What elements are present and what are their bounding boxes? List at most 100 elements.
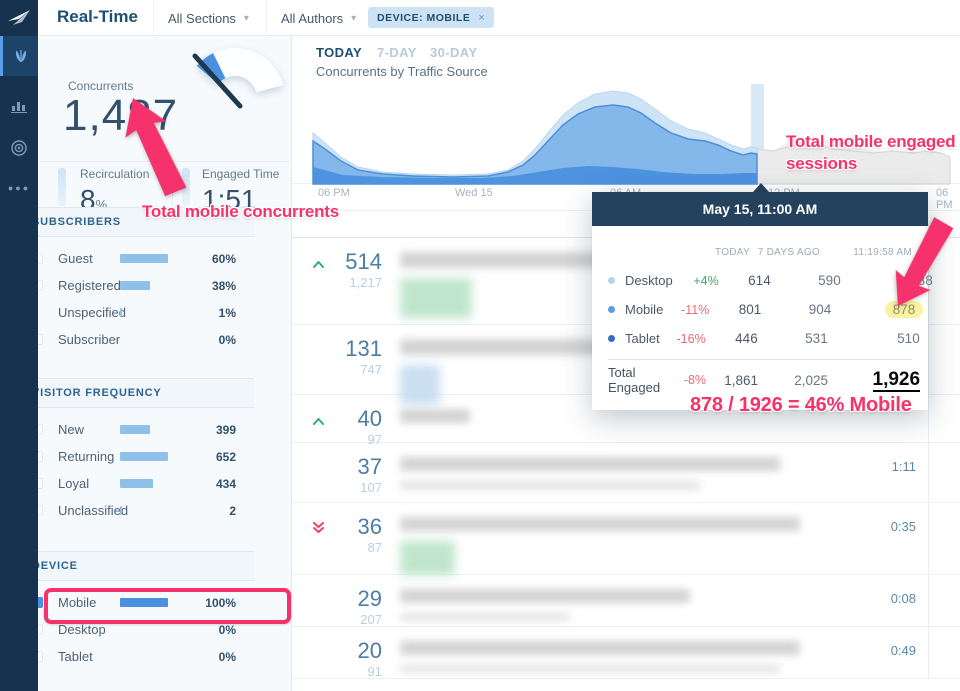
top-bar: Real-Time All Sections ▾ All Authors ▾ D… [38,0,960,36]
parsely-logo-icon[interactable] [0,0,38,36]
more-dots-icon: ●●● [7,183,31,193]
tab-7day[interactable]: 7-DAY [377,45,417,60]
redacted-headline [400,589,690,631]
row-total: 1,217 [349,275,382,290]
x-tick: 06 PM [318,187,350,199]
chevron-down-icon: ▾ [243,12,249,24]
row-concurrents: 29 [357,586,382,611]
row-concurrents: 40 [357,406,382,431]
visitor-frequency-section: VISITOR FREQUENCY New 399 Returning 652 Loyal… [0,378,254,524]
recirculation-label: Recirculation [80,167,150,181]
redacted-thumbnail [400,541,455,575]
article-row[interactable]: 36 87 0:35 [292,503,960,575]
row-total: 91 [367,664,382,679]
redacted-headline [400,641,800,683]
filter-bar [120,506,122,515]
article-row[interactable]: 29 207 0:08 [292,575,960,627]
row-concurrents: 514 [345,249,382,274]
article-row[interactable]: 37 107 1:11 [292,443,960,503]
row-total: 87 [367,540,382,555]
filter-row-loyal[interactable]: Loyal 434 [0,470,254,497]
redacted-thumbnail [400,278,472,318]
realtime-pulse-icon [15,50,26,62]
filter-row-unclassified[interactable]: Unclassified 2 [0,497,254,524]
filter-label: Loyal [58,476,90,491]
tooltip-caret [753,183,769,192]
filter-label: Returning [58,449,115,464]
filter-bar [120,281,150,290]
tooltip-title: May 15, 11:00 AM [592,192,928,226]
device-filter-chip[interactable]: DEVICE: MOBILE × [368,7,494,28]
filter-row-subscriber[interactable]: Subscriber 0% [0,326,254,353]
concurrents-cell: 29 207 [316,587,382,628]
filter-bar [120,452,168,461]
series-dot-icon [608,306,615,313]
traffic-source-area-chart[interactable] [312,84,951,185]
article-row[interactable]: 20 91 0:49 [292,627,960,679]
divider [608,359,912,360]
filter-row-unspecified[interactable]: Unspecified 1% [0,299,254,326]
sections-dropdown[interactable]: All Sections ▾ [153,0,263,36]
x-tick: Wed 15 [455,187,493,199]
tooltip-total-row: Total Engaged -8% 1,861 2,025 1,926 [608,365,921,395]
annotation-concurrents-note: Total mobile concurrents [142,202,340,221]
row-total: 747 [360,362,382,377]
article-row[interactable]: 40 97 [292,395,960,447]
chevron-down-icon: ▾ [351,12,357,24]
bar-chart-icon [11,102,27,113]
filter-label: Guest [58,251,93,266]
subscribers-header: SUBSCRIBERS [0,207,254,237]
row-total: 97 [367,432,382,447]
filter-value: 0% [218,649,236,664]
filter-label: Registered [58,278,121,293]
chip-close-icon[interactable]: × [478,11,485,24]
target-icon [11,140,27,156]
filter-label: New [58,422,85,437]
filter-value: 0% [218,622,236,637]
filter-label: Mobile [58,595,97,610]
nav-realtime[interactable] [0,36,38,76]
filter-row-new[interactable]: New 399 [0,416,254,443]
row-concurrents: 131 [345,336,382,361]
filter-value: 100% [205,595,236,610]
concurrents-gauge [192,48,284,109]
chart-tooltip: May 15, 11:00 AM TODAY 7 DAYS AGO 11:19:… [592,192,933,410]
concurrents-cell: 20 91 [316,639,382,680]
filter-bar [120,479,153,488]
concurrents-cell: 131 747 [316,337,382,378]
engaged-time-cell: 0:08 [890,591,916,606]
chart-subtitle: Concurrents by Traffic Source [316,64,488,79]
trend-down-icon [312,521,325,540]
filter-bar [120,254,168,263]
nav-more[interactable]: ●●● [0,168,38,208]
filter-value: 60% [211,251,236,266]
nav-rail: ●●● [0,0,38,691]
tab-30day[interactable]: 30-DAY [430,45,478,60]
filter-bar [120,598,168,607]
filter-row-registered[interactable]: Registered 38% [0,272,254,299]
filter-value: 1% [218,305,236,320]
row-concurrents: 36 [357,514,382,539]
filter-value: 38% [211,278,236,293]
redacted-headline [400,517,800,575]
filter-row-returning[interactable]: Returning 652 [0,443,254,470]
series-dot-icon [608,335,615,342]
filter-row-guest[interactable]: Guest 60% [0,245,254,272]
engaged-time-cell: 0:35 [890,519,916,534]
engaged-time-cell: 0:49 [890,643,916,658]
row-total: 207 [360,612,382,627]
recirculation-meter-icon [58,168,66,206]
concurrents-cell: 37 107 [316,455,382,496]
authors-dropdown[interactable]: All Authors ▾ [266,0,370,36]
total-engaged-now-value: 1,926 [872,368,921,392]
x-tick: 06 PM [936,187,953,211]
filter-value: 652 [215,449,236,464]
concurrents-cell: 514 1,217 [316,250,382,291]
engaged-time-label: Engaged Time [202,167,280,181]
nav-goals[interactable] [0,128,38,168]
tab-today[interactable]: TODAY [316,45,363,60]
nav-historical[interactable] [0,86,38,126]
filter-row-tablet[interactable]: Tablet 0% [0,643,254,670]
article-list: 514 1,217 131 747 40 97 37 107 1:11 36 87 0:35 29 207… [292,238,960,679]
